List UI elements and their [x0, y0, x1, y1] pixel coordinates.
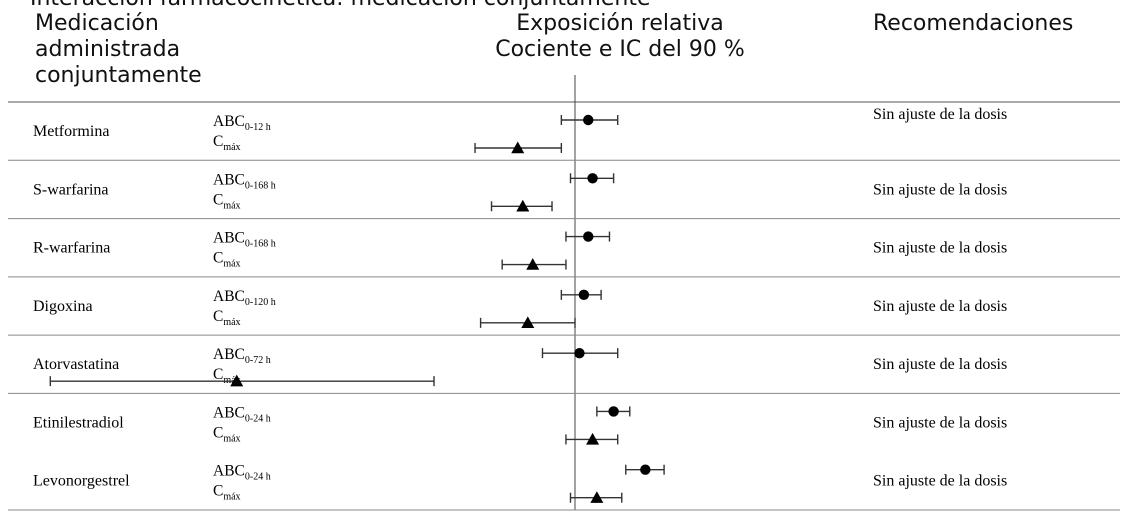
abc-label: ABC0-168 h	[213, 171, 276, 191]
abc-label-main: ABC	[213, 404, 245, 421]
abc-label: ABC0-24 h	[213, 463, 271, 483]
drug-name: Digoxina	[33, 298, 93, 315]
abc-label: ABC0-168 h	[213, 230, 276, 250]
column-header-exposure: Exposición relativa Cociente e IC del 90…	[430, 11, 810, 63]
abc-point-3	[578, 289, 590, 301]
cmax-point-1	[516, 199, 530, 212]
abc-label-main: ABC	[213, 463, 245, 480]
cmax-label-sub: máx	[223, 142, 240, 153]
abc-label-main: ABC	[213, 113, 245, 130]
drug-name: R-warfarina	[33, 240, 110, 257]
abc-label: ABC0-72 h	[213, 346, 271, 366]
recommendation-text: Sin ajuste de la dosis	[873, 298, 1007, 315]
cmax-label: Cmáx	[213, 424, 241, 444]
exposure-subtitle: Cociente e IC del 90 %	[495, 37, 745, 62]
abc-point-2	[583, 231, 594, 242]
abc-label-main: ABC	[213, 230, 245, 247]
abc-label-sub: 0-72 h	[245, 355, 271, 366]
cmax-label-main: C	[213, 308, 223, 325]
cmax-label-main: C	[213, 483, 223, 500]
abc-label-sub: 0-24 h	[245, 413, 271, 424]
abc-point-5	[608, 406, 619, 417]
cmax-label-sub: máx	[223, 492, 240, 503]
drug-name: Atorvastatina	[33, 356, 119, 373]
cmax-point-2	[526, 258, 540, 270]
abc-point-6	[640, 464, 651, 475]
abc-label: ABC0-24 h	[213, 404, 271, 424]
drug-name: Levonorgestrel	[33, 473, 130, 490]
cmax-label: Cmáx	[213, 483, 241, 503]
cmax-point-0	[511, 141, 525, 154]
cmax-label-sub: máx	[223, 259, 240, 270]
recommendation-text: Sin ajuste de la dosis	[873, 181, 1007, 198]
abc-label-main: ABC	[213, 346, 245, 363]
recommendation-text: Sin ajuste de la dosis	[873, 414, 1007, 431]
drug-name: Etinilestradiol	[33, 414, 124, 431]
drug-name: S-warfarina	[33, 181, 109, 198]
abc-point-0	[583, 114, 594, 126]
abc-label: ABC0-120 h	[213, 288, 276, 308]
recommendation-text: Sin ajuste de la dosis	[873, 473, 1007, 490]
abc-label-main: ABC	[213, 171, 245, 188]
abc-label-sub: 0-24 h	[245, 472, 271, 483]
cmax-point-6	[590, 491, 604, 503]
abc-label-sub: 0-168 h	[245, 239, 276, 250]
cmax-label: Cmáx	[213, 133, 241, 153]
recommendation-text: Sin ajuste de la dosis	[873, 356, 1007, 373]
cmax-label-sub: máx	[223, 317, 240, 328]
column-header-medication: Medicación administrada conjuntamente	[35, 11, 202, 88]
abc-label-sub: 0-12 h	[245, 122, 271, 133]
cmax-point-4	[230, 374, 244, 387]
column-header-recommendations: Recomendaciones	[873, 11, 1074, 36]
abc-label-main: ABC	[213, 288, 245, 305]
abc-label: ABC0-12 h	[213, 113, 271, 133]
cmax-point-3	[521, 316, 535, 329]
cmax-label: Cmáx	[213, 250, 241, 270]
recommendation-text: Sin ajuste de la dosis	[873, 106, 1007, 123]
abc-point-4	[574, 347, 585, 359]
cmax-label: Cmáx	[213, 191, 241, 211]
cmax-label-sub: máx	[223, 200, 240, 211]
cmax-label: Cmáx	[213, 308, 241, 328]
drug-name: Metformina	[33, 123, 109, 140]
cmax-label-main: C	[213, 133, 223, 150]
cmax-label-main: C	[213, 191, 223, 208]
cmax-label-main: C	[213, 250, 223, 267]
cmax-label-main: C	[213, 366, 223, 383]
exposure-title: Exposición relativa	[516, 11, 724, 36]
cmax-label-main: C	[213, 424, 223, 441]
cmax-point-5	[586, 432, 600, 445]
abc-point-1	[587, 173, 598, 184]
header-top-line: Interacción farmacocinética: medicación …	[30, 0, 650, 12]
cmax-label-sub: máx	[223, 433, 240, 444]
abc-label-sub: 0-120 h	[245, 297, 276, 308]
abc-label-sub: 0-168 h	[245, 180, 276, 191]
recommendation-text: Sin ajuste de la dosis	[873, 240, 1007, 257]
